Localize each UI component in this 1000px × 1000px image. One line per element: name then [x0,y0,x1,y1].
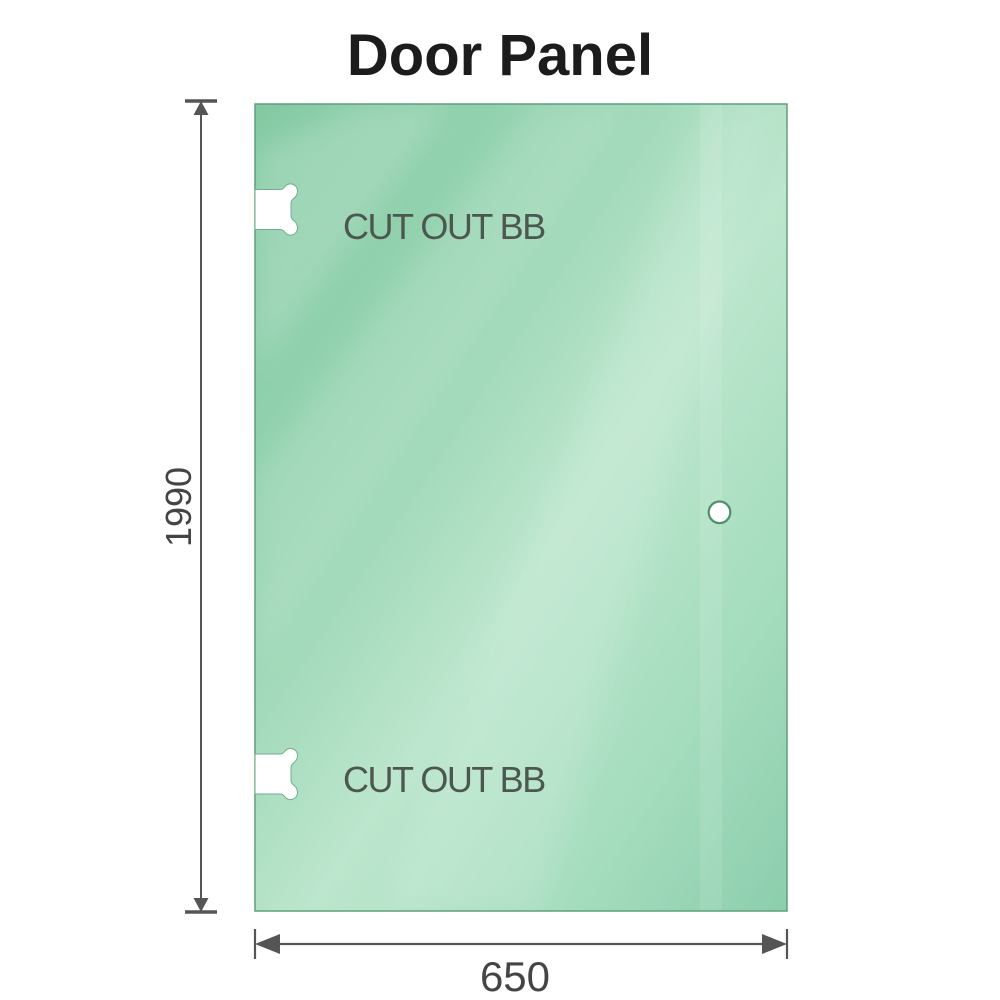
svg-text:CUT OUT BB: CUT OUT BB [343,206,545,247]
svg-text:1990: 1990 [158,467,199,547]
svg-text:CUT OUT BB: CUT OUT BB [343,759,545,800]
svg-text:650: 650 [480,953,550,1000]
